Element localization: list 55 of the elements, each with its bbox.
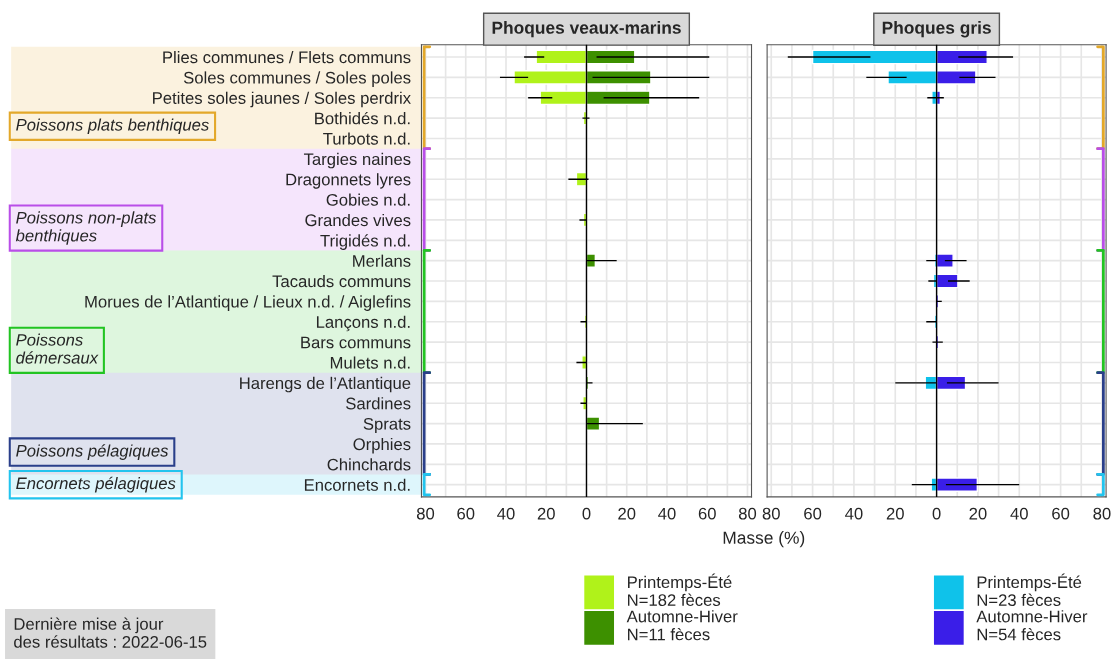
x-tick-label: 60 [1052, 507, 1070, 520]
text: Poissons pélagiques [16, 444, 169, 460]
chart-title: Phoques gris [882, 21, 991, 38]
x-tick-label: 80 [416, 507, 435, 520]
y-tick-label: Harengs de l’Atlantique [240, 376, 411, 393]
text: Poissons plats benthiques [16, 118, 209, 135]
y-tick-label: Grandes vives [305, 213, 411, 227]
y-tick-label: Bars communs [301, 336, 411, 349]
y-tick-label: Tacauds communs [272, 274, 411, 288]
y-tick-label: Mulets n.d. [330, 356, 410, 369]
x-tick-label: 40 [845, 507, 863, 520]
x-tick-label: 80 [1093, 507, 1111, 520]
text: Poissons non-plats benthiques [15, 211, 157, 245]
x-tick-label: 20 [886, 507, 904, 520]
x-tick-label: 20 [537, 507, 555, 520]
x-tick-label: 0 [932, 507, 941, 520]
bar [935, 477, 979, 492]
x-tick-label: 60 [698, 507, 716, 520]
text: Dernière mise à jour des résultats : 2022-06-15 [14, 617, 207, 648]
y-tick-label: Plies communes / Flets communs [163, 50, 411, 64]
y-tick-label: Bothidés n.d. [315, 111, 410, 125]
y-tick-label: Targies naines [303, 152, 411, 169]
x-tick-label: 60 [804, 507, 822, 520]
y-tick-label: Sardines [346, 397, 411, 410]
y-tick-label: Sprats [363, 417, 411, 434]
bar [935, 253, 954, 268]
x-tick-label: 60 [457, 507, 475, 520]
x-tick-label: 80 [762, 507, 780, 520]
x-axis-title: Masse (%) [723, 531, 805, 548]
legend-label: Automne-Hiver N=11 fèces [626, 610, 738, 641]
y-tick-label: Encornets n.d. [304, 478, 410, 491]
y-tick-label: Dragonnets lyres [286, 173, 411, 189]
y-tick-label: Gobies n.d. [326, 193, 410, 206]
y-tick-label: Chinchards [327, 458, 411, 471]
y-tick-label: Lançons n.d. [316, 315, 410, 332]
x-tick-label: 40 [658, 507, 676, 520]
text: Encornets pélagiques [16, 476, 176, 493]
y-tick-label: Orphies [353, 437, 411, 454]
x-tick-label: 40 [1010, 507, 1028, 520]
y-tick-label: Trigidés n.d. [320, 234, 410, 250]
legend-label: Automne-Hiver N=54 fèces [976, 610, 1088, 641]
y-tick-label: Morues de l’Atlantique / Lieux n.d. / Aiglefins [85, 295, 411, 311]
y-tick-label: Petites soles jaunes / Soles perdrix [153, 91, 411, 108]
x-tick-label: 0 [582, 507, 591, 520]
text: Poissons démersaux [16, 333, 99, 364]
legend-label: Printemps-Été N=182 fèces [628, 573, 732, 607]
y-tick-label: Merlans [353, 254, 411, 267]
x-tick-label: 40 [497, 507, 515, 520]
y-tick-label: Turbots n.d. [323, 132, 410, 145]
x-tick-label: 20 [618, 507, 636, 520]
legend-label: Printemps-Été N=23 fèces [977, 573, 1082, 607]
chart-title: Phoques veaux-marins [492, 21, 681, 38]
y-tick-label: Soles communes / Soles poles [183, 71, 411, 87]
x-tick-label: 80 [738, 507, 757, 520]
x-tick-label: 20 [969, 507, 987, 520]
